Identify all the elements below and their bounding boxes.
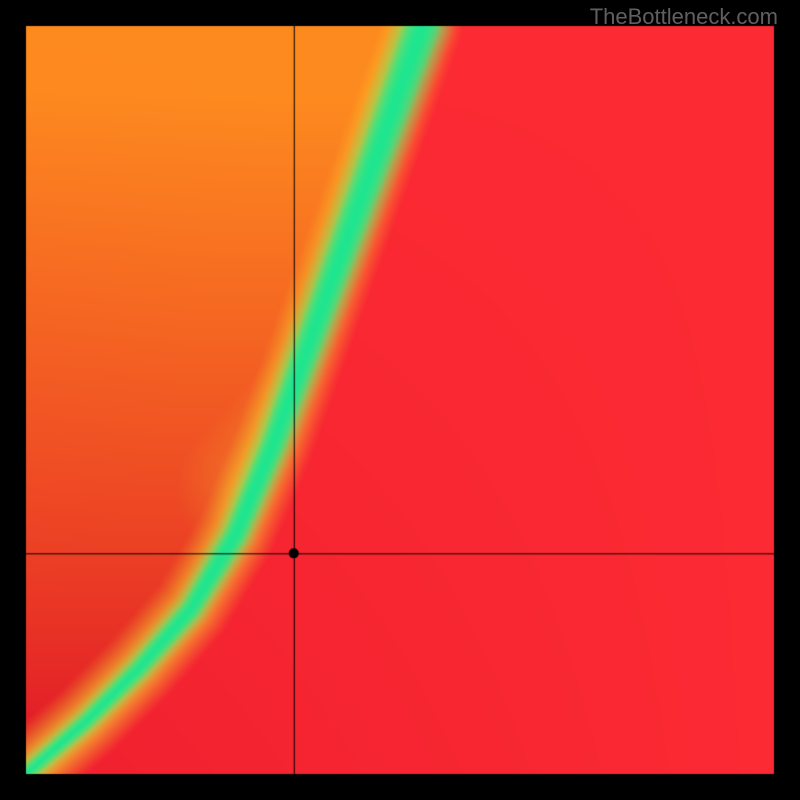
watermark-text: TheBottleneck.com (590, 4, 778, 30)
heatmap-canvas (0, 0, 800, 800)
chart-container: TheBottleneck.com (0, 0, 800, 800)
